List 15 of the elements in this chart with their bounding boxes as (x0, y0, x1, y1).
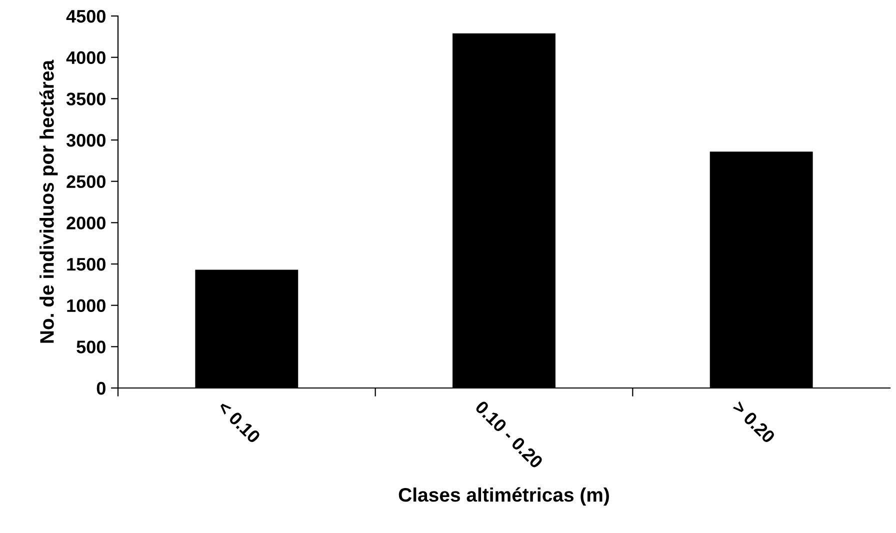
y-tick-label: 4000 (66, 51, 106, 64)
y-tick-label: 3500 (66, 92, 106, 106)
y-tick-label: 1500 (67, 258, 106, 271)
y-tick-label: 500 (76, 340, 106, 354)
y-tick-label: 0 (96, 382, 106, 395)
x-axis-title: Clases altimétricas (m) (398, 487, 609, 506)
x-tick-label: < 0.10 (217, 400, 262, 444)
y-tick-label: 3000 (66, 134, 106, 147)
x-tick-label: 0.10 - 0.20 (474, 400, 544, 470)
y-tick-label: 4500 (66, 10, 106, 23)
y-tick-label: 2000 (66, 216, 106, 230)
y-axis-title: No. de individuos por hectárea (39, 60, 58, 343)
y-tick-label: 2500 (66, 175, 106, 188)
y-tick-label: 1000 (67, 299, 106, 312)
x-tick-label: > 0.20 (732, 400, 776, 444)
